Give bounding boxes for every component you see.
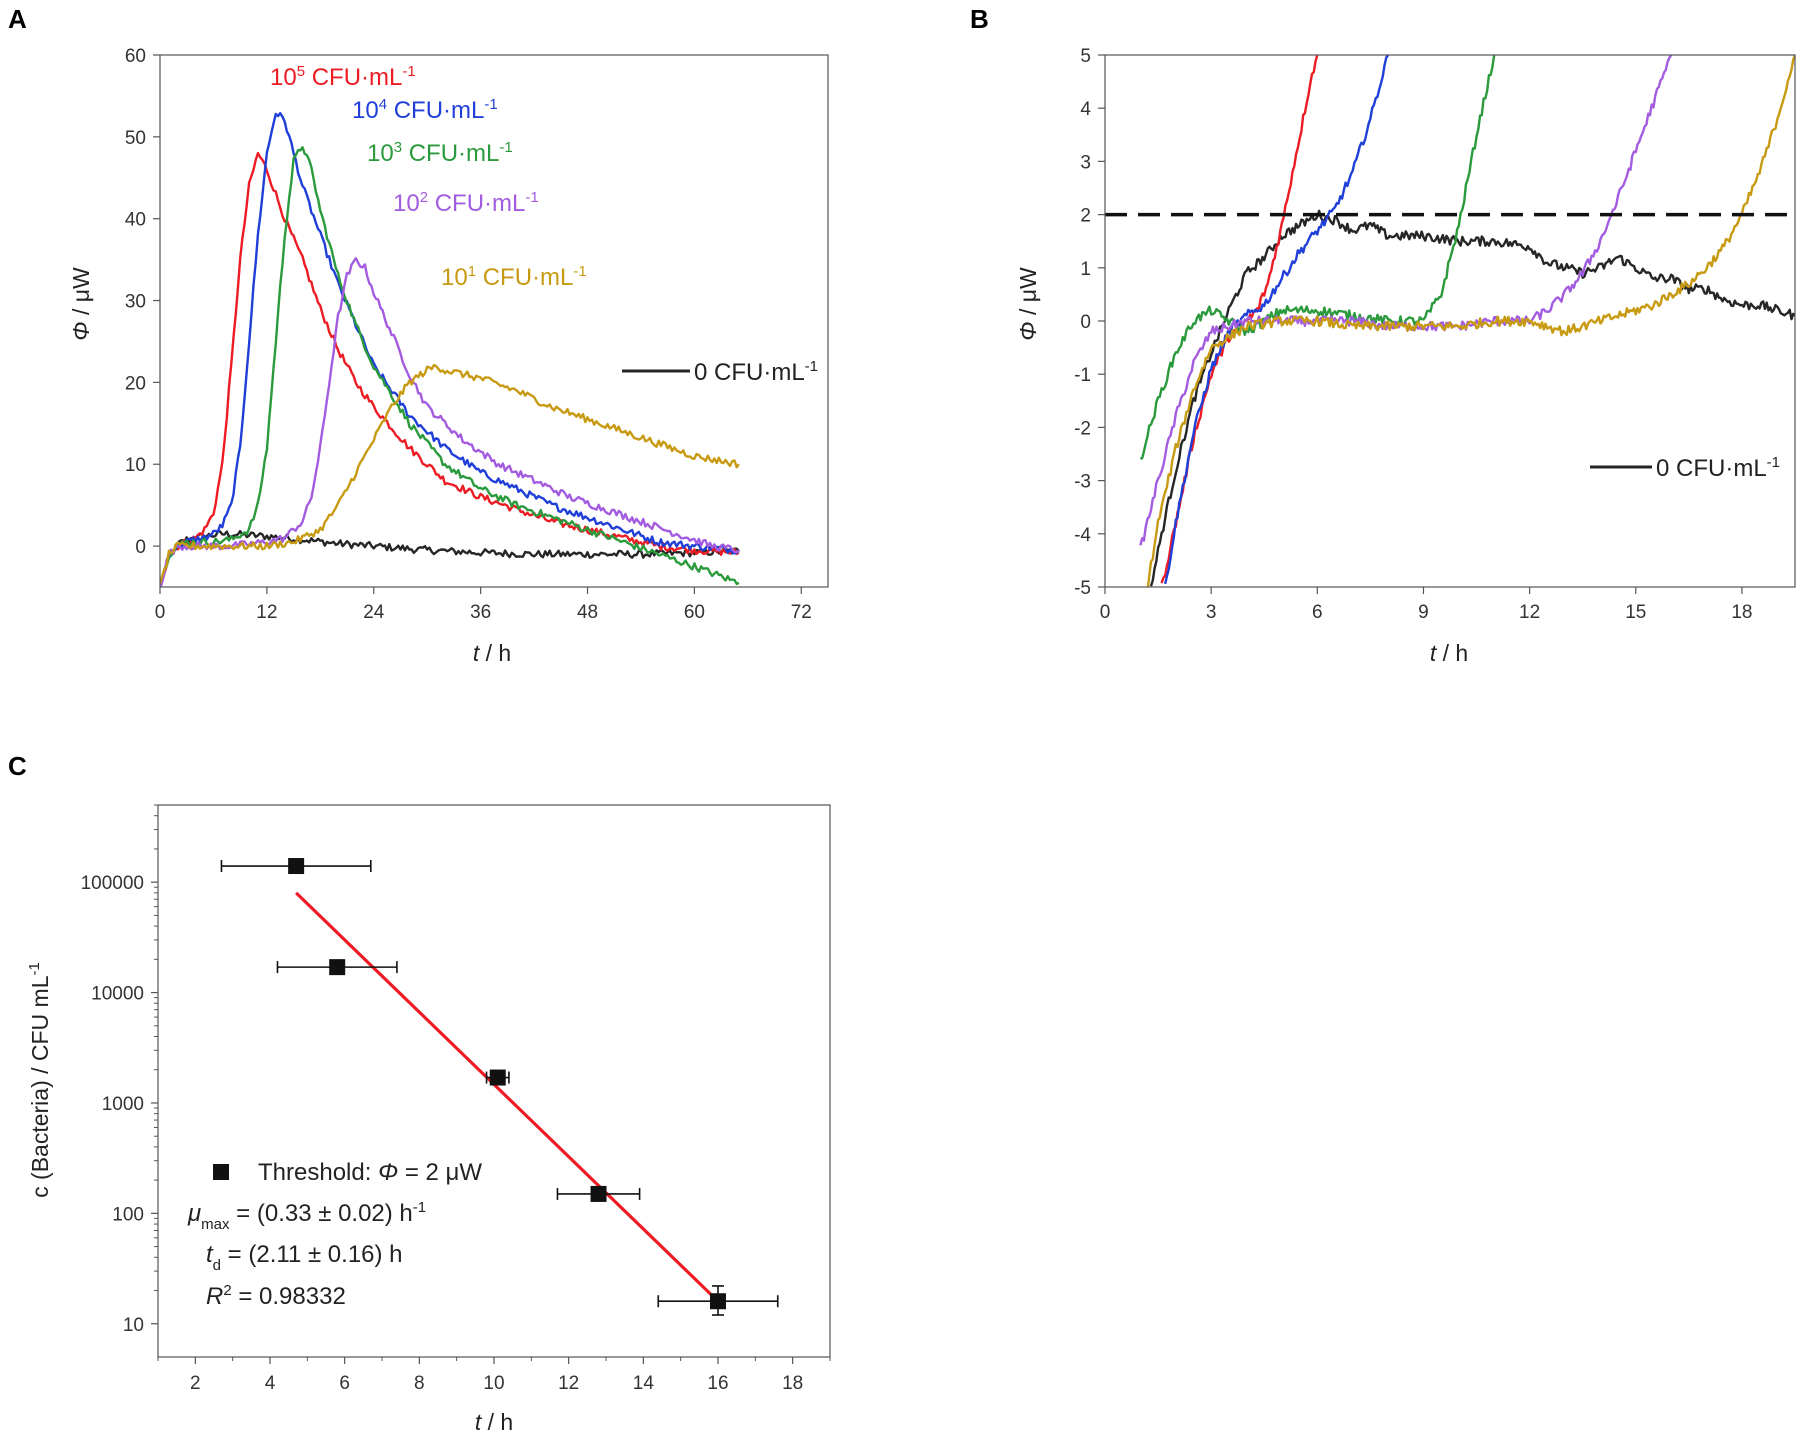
panel-c: C 2 4 6 8 10 12 14 16 18 10 100 1000 10000 100000 Thr… xyxy=(8,751,831,1435)
panel-c-legend-marker xyxy=(213,1164,229,1180)
panel-c-data-point xyxy=(489,1069,506,1086)
panel-c-fit-line xyxy=(295,891,720,1303)
panel-b-y-tick-label: 3 xyxy=(1080,152,1091,173)
panel-c-annotation-td: td = (2.11 ± 0.16) h xyxy=(206,1241,403,1274)
panel-a-y-tick-label: 20 xyxy=(125,373,146,394)
panel-c-x-tick-label: 6 xyxy=(339,1373,350,1394)
panel-b-y-tick-label: 1 xyxy=(1080,259,1091,280)
panel-a-series-line-0 xyxy=(160,529,740,587)
panel-a-y-tick-label: 50 xyxy=(125,128,146,149)
panel-b-x-tick-label: 18 xyxy=(1731,602,1752,623)
panel-b-plot-frame xyxy=(1104,54,1796,588)
panel-b-series-group xyxy=(1139,55,1795,587)
panel-b-y-tick-label: -1 xyxy=(1074,365,1091,386)
panel-c-points-group xyxy=(220,858,779,1316)
panel-a-x-tick-label: 0 xyxy=(155,602,166,623)
panel-b-y-tick-label: 2 xyxy=(1080,206,1091,227)
panel-c-legend-label: Threshold: Φ = 2 μW xyxy=(258,1159,482,1186)
panel-c-x-tick-label: 16 xyxy=(707,1373,728,1394)
panel-a-axes: 0 12 24 36 48 60 72 0 10 20 30 40 50 60 xyxy=(125,46,812,623)
panel-a-label-1e3: 103 CFU·mL-1 xyxy=(367,139,513,167)
panel-a-plot-frame xyxy=(159,54,829,588)
panel-b-x-tick-label: 3 xyxy=(1206,602,1217,623)
panel-a-y-axis-label: Φ / μW xyxy=(68,267,94,341)
panel-b-x-tick-label: 6 xyxy=(1312,602,1323,623)
panel-c-y-axis-label: c (Bacteria) / CFU mL-1 xyxy=(26,962,53,1198)
panel-b-series-line-5 xyxy=(1146,55,1795,587)
panel-b-y-tick-label: -5 xyxy=(1074,578,1091,599)
panel-b-y-tick-label: -2 xyxy=(1074,418,1091,439)
panel-b-series-line-2 xyxy=(1164,55,1390,585)
panel-b-letter: B xyxy=(970,4,989,34)
panel-c-annotation-r2: R2 = 0.98332 xyxy=(206,1282,346,1310)
panel-b-x-axis-label: t / h xyxy=(1430,640,1468,666)
panel-c-x-tick-label: 12 xyxy=(558,1373,579,1394)
panel-a-y-tick-label: 0 xyxy=(135,537,146,558)
panel-c-letter: C xyxy=(8,751,27,781)
panel-b-y-tick-label: 4 xyxy=(1080,99,1091,120)
panel-b-series-line-0 xyxy=(1149,209,1795,587)
panel-c-data-point xyxy=(590,1185,607,1202)
panel-b-y-tick-label: 5 xyxy=(1080,46,1091,67)
panel-a-y-tick-label: 60 xyxy=(125,46,146,67)
panel-a-series-line-4 xyxy=(160,257,740,587)
panel-b-x-tick-label: 15 xyxy=(1625,602,1646,623)
panel-a-letter: A xyxy=(8,4,27,34)
panel-a-x-tick-label: 24 xyxy=(363,602,385,623)
panel-a-y-tick-label: 30 xyxy=(125,292,146,313)
panel-b-legend-control: 0 CFU·mL-1 xyxy=(1656,454,1780,482)
panel-c-y-tick-label: 100 xyxy=(112,1204,144,1225)
panel-a-label-1e5: 105 CFU·mL-1 xyxy=(270,63,416,91)
panel-a-x-tick-label: 72 xyxy=(791,602,812,623)
panel-c-data-point xyxy=(288,858,305,875)
panel-b-series-line-3 xyxy=(1140,55,1496,460)
panel-a: A 0 12 24 36 48 60 72 0 10 20 30 40 50 60 105 CFU·mL-… xyxy=(8,4,829,666)
panel-a-label-1e2: 102 CFU·mL-1 xyxy=(393,189,539,217)
panel-b-x-tick-label: 0 xyxy=(1100,602,1111,623)
panel-a-label-1e4: 104 CFU·mL-1 xyxy=(352,96,498,124)
panel-b-series-line-4 xyxy=(1139,55,1673,546)
panel-a-legend-control: 0 CFU·mL-1 xyxy=(694,358,818,386)
panel-a-series-group xyxy=(160,112,740,587)
panel-c-y-tick-label: 100000 xyxy=(81,873,144,894)
panel-a-series-line-3 xyxy=(160,146,740,587)
panel-c-x-tick-label: 8 xyxy=(414,1373,425,1394)
panel-b-y-axis-label: Φ / μW xyxy=(1015,267,1041,341)
panel-a-y-tick-label: 10 xyxy=(125,455,146,476)
panel-a-x-tick-label: 48 xyxy=(577,602,598,623)
panel-b-x-tick-label: 9 xyxy=(1418,602,1429,623)
panel-b-y-tick-label: -4 xyxy=(1074,525,1091,546)
panel-a-series-line-5 xyxy=(160,363,740,585)
panel-a-x-axis-label: t / h xyxy=(473,640,511,666)
panel-b-y-tick-label: -3 xyxy=(1074,472,1091,493)
panel-a-label-1e1: 101 CFU·mL-1 xyxy=(441,263,587,291)
panel-c-fit-group xyxy=(295,891,720,1303)
panel-c-data-point xyxy=(329,959,346,976)
panel-a-y-tick-label: 40 xyxy=(125,210,146,231)
panel-c-data-point xyxy=(710,1293,726,1310)
panel-c-x-tick-label: 18 xyxy=(782,1373,803,1394)
panel-c-y-tick-label: 10 xyxy=(123,1315,144,1336)
panel-c-x-tick-label: 2 xyxy=(190,1373,201,1394)
panel-a-x-tick-label: 12 xyxy=(256,602,277,623)
panel-a-series-line-2 xyxy=(160,112,740,587)
panel-a-x-tick-label: 60 xyxy=(684,602,705,623)
panel-b-y-tick-label: 0 xyxy=(1080,312,1091,333)
panel-b-x-tick-label: 12 xyxy=(1519,602,1540,623)
panel-c-annotation-mu: μmax = (0.33 ± 0.02) h-1 xyxy=(187,1199,426,1233)
panel-a-x-tick-label: 36 xyxy=(470,602,491,623)
panel-c-x-tick-label: 4 xyxy=(265,1373,276,1394)
panel-c-y-tick-label: 10000 xyxy=(91,984,144,1005)
panel-c-x-tick-label: 14 xyxy=(633,1373,655,1394)
panel-c-x-tick-label: 10 xyxy=(483,1373,504,1394)
panel-c-axes: 2 4 6 8 10 12 14 16 18 10 100 1000 10000 100000 xyxy=(81,804,831,1394)
panel-c-x-axis-label: t / h xyxy=(475,1409,513,1435)
panel-c-y-tick-label: 1000 xyxy=(102,1094,144,1115)
